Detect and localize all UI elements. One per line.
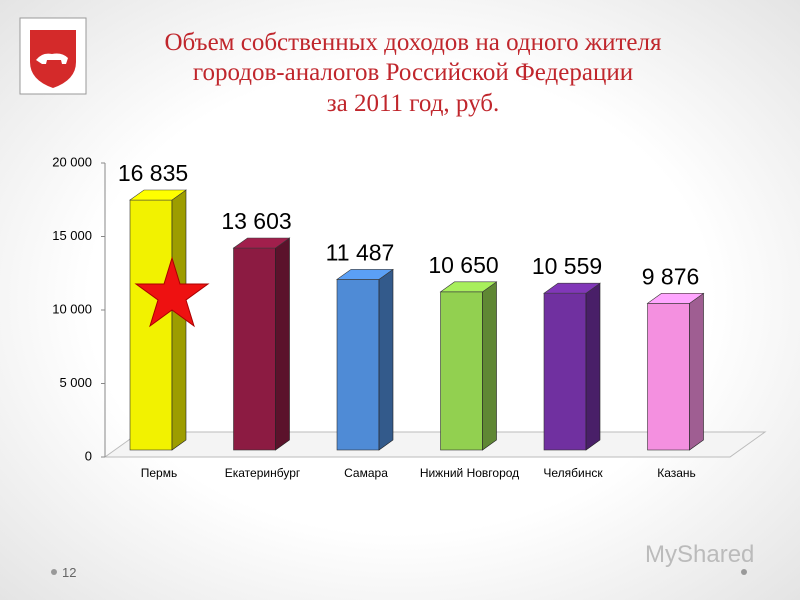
title-line: городов-аналогов Российской Федерации: [193, 59, 633, 86]
bar-top: [646, 293, 705, 304]
dot: [741, 569, 747, 575]
bar: [647, 303, 690, 451]
x-tick-label: Пермь: [140, 466, 178, 480]
bar-top: [543, 282, 601, 294]
bar-top: [232, 237, 291, 249]
title-line: Объем собственных доходов на одного жите…: [165, 29, 662, 56]
y-tick-label: 0: [85, 448, 92, 463]
bar-side: [585, 282, 601, 451]
bar-top: [129, 189, 187, 201]
y-tick-label: 20 000: [52, 154, 92, 169]
bar-side: [378, 268, 394, 451]
bar-side: [482, 281, 497, 451]
bar-side: [171, 189, 187, 451]
y-tick-label: 10 000: [52, 301, 92, 316]
slide-number: 12: [62, 565, 76, 580]
value-label: 10 559: [532, 253, 602, 279]
value-label: 10 650: [428, 252, 498, 278]
logo: [19, 17, 87, 95]
y-tick-label: 15 000: [52, 228, 92, 243]
bar: [336, 279, 380, 451]
bar-top: [336, 269, 394, 280]
title-line: за 2011 год, руб.: [327, 90, 500, 117]
x-tick-label: Казань: [657, 466, 696, 480]
y-tick-label: 5 000: [59, 375, 92, 390]
value-label: 11 487: [326, 239, 395, 265]
bar-top: [439, 281, 498, 293]
bar: [233, 247, 276, 451]
x-tick-label: Екатеринбург: [224, 466, 301, 480]
dot: [51, 569, 57, 575]
value-label: 13 603: [221, 208, 291, 234]
bar-side: [275, 237, 290, 451]
bar: [440, 291, 483, 451]
bar: [543, 292, 587, 451]
value-label: 16 835: [118, 160, 188, 186]
bar-side: [689, 292, 704, 451]
x-tick-label: Челябинск: [543, 466, 603, 480]
star: [134, 256, 210, 328]
value-label: 9 876: [642, 263, 700, 289]
x-tick-label: Нижний Новгород: [419, 466, 520, 480]
x-tick-label: Самара: [344, 466, 388, 480]
watermark: MyShared: [645, 541, 754, 568]
